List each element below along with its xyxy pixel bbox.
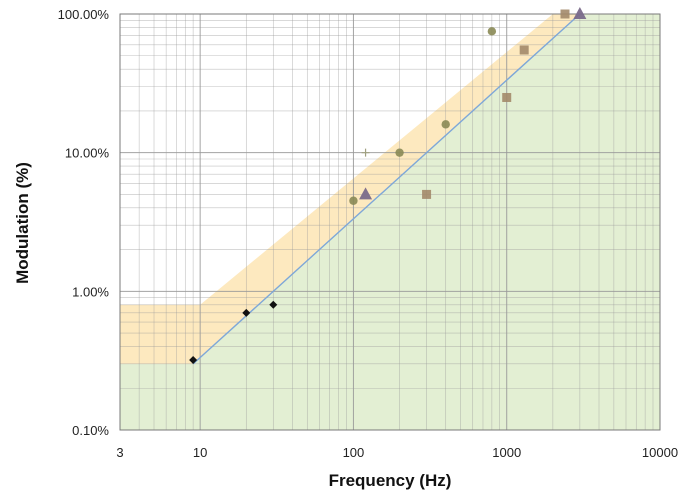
- data-points: [189, 7, 587, 364]
- region-green: [120, 14, 660, 430]
- diamond-point: [189, 355, 198, 364]
- circle-point: [349, 196, 358, 205]
- diamond-point: [269, 300, 278, 309]
- y-tick-label: 10.00%: [65, 146, 110, 161]
- tick-labels: 3 10 100 1000 10000 0.10% 1.00% 10.00% 100.00%: [58, 7, 678, 460]
- circle-point: [487, 27, 497, 36]
- regions: [120, 14, 660, 430]
- boundary: [192, 13, 581, 365]
- grid: [119, 13, 661, 431]
- square-point: [502, 92, 512, 102]
- x-tick-label: 100: [343, 445, 365, 460]
- x-tick-label: 3: [116, 445, 123, 460]
- plot-border: [119, 13, 661, 431]
- circle-point: [395, 148, 404, 157]
- square-point: [560, 9, 570, 19]
- boundary-line: [192, 13, 581, 365]
- x-tick-label: 10: [193, 445, 207, 460]
- y-tick-label: 1.00%: [72, 284, 109, 299]
- triangle-point: [573, 7, 587, 19]
- y-axis-title: Modulation (%): [13, 162, 32, 284]
- x-tick-label: 1000: [492, 445, 521, 460]
- square-point: [422, 189, 432, 199]
- plus-point: [361, 148, 370, 157]
- circle-point: [441, 120, 450, 129]
- y-tick-label: 0.10%: [72, 423, 109, 438]
- diamond-point: [242, 308, 251, 317]
- triangle-point: [359, 187, 373, 200]
- x-axis-title: Frequency (Hz): [329, 471, 452, 490]
- square-point: [519, 45, 529, 55]
- x-tick-label: 10000: [642, 445, 678, 460]
- y-tick-label: 100.00%: [58, 7, 110, 22]
- region-orange-band: [120, 14, 580, 364]
